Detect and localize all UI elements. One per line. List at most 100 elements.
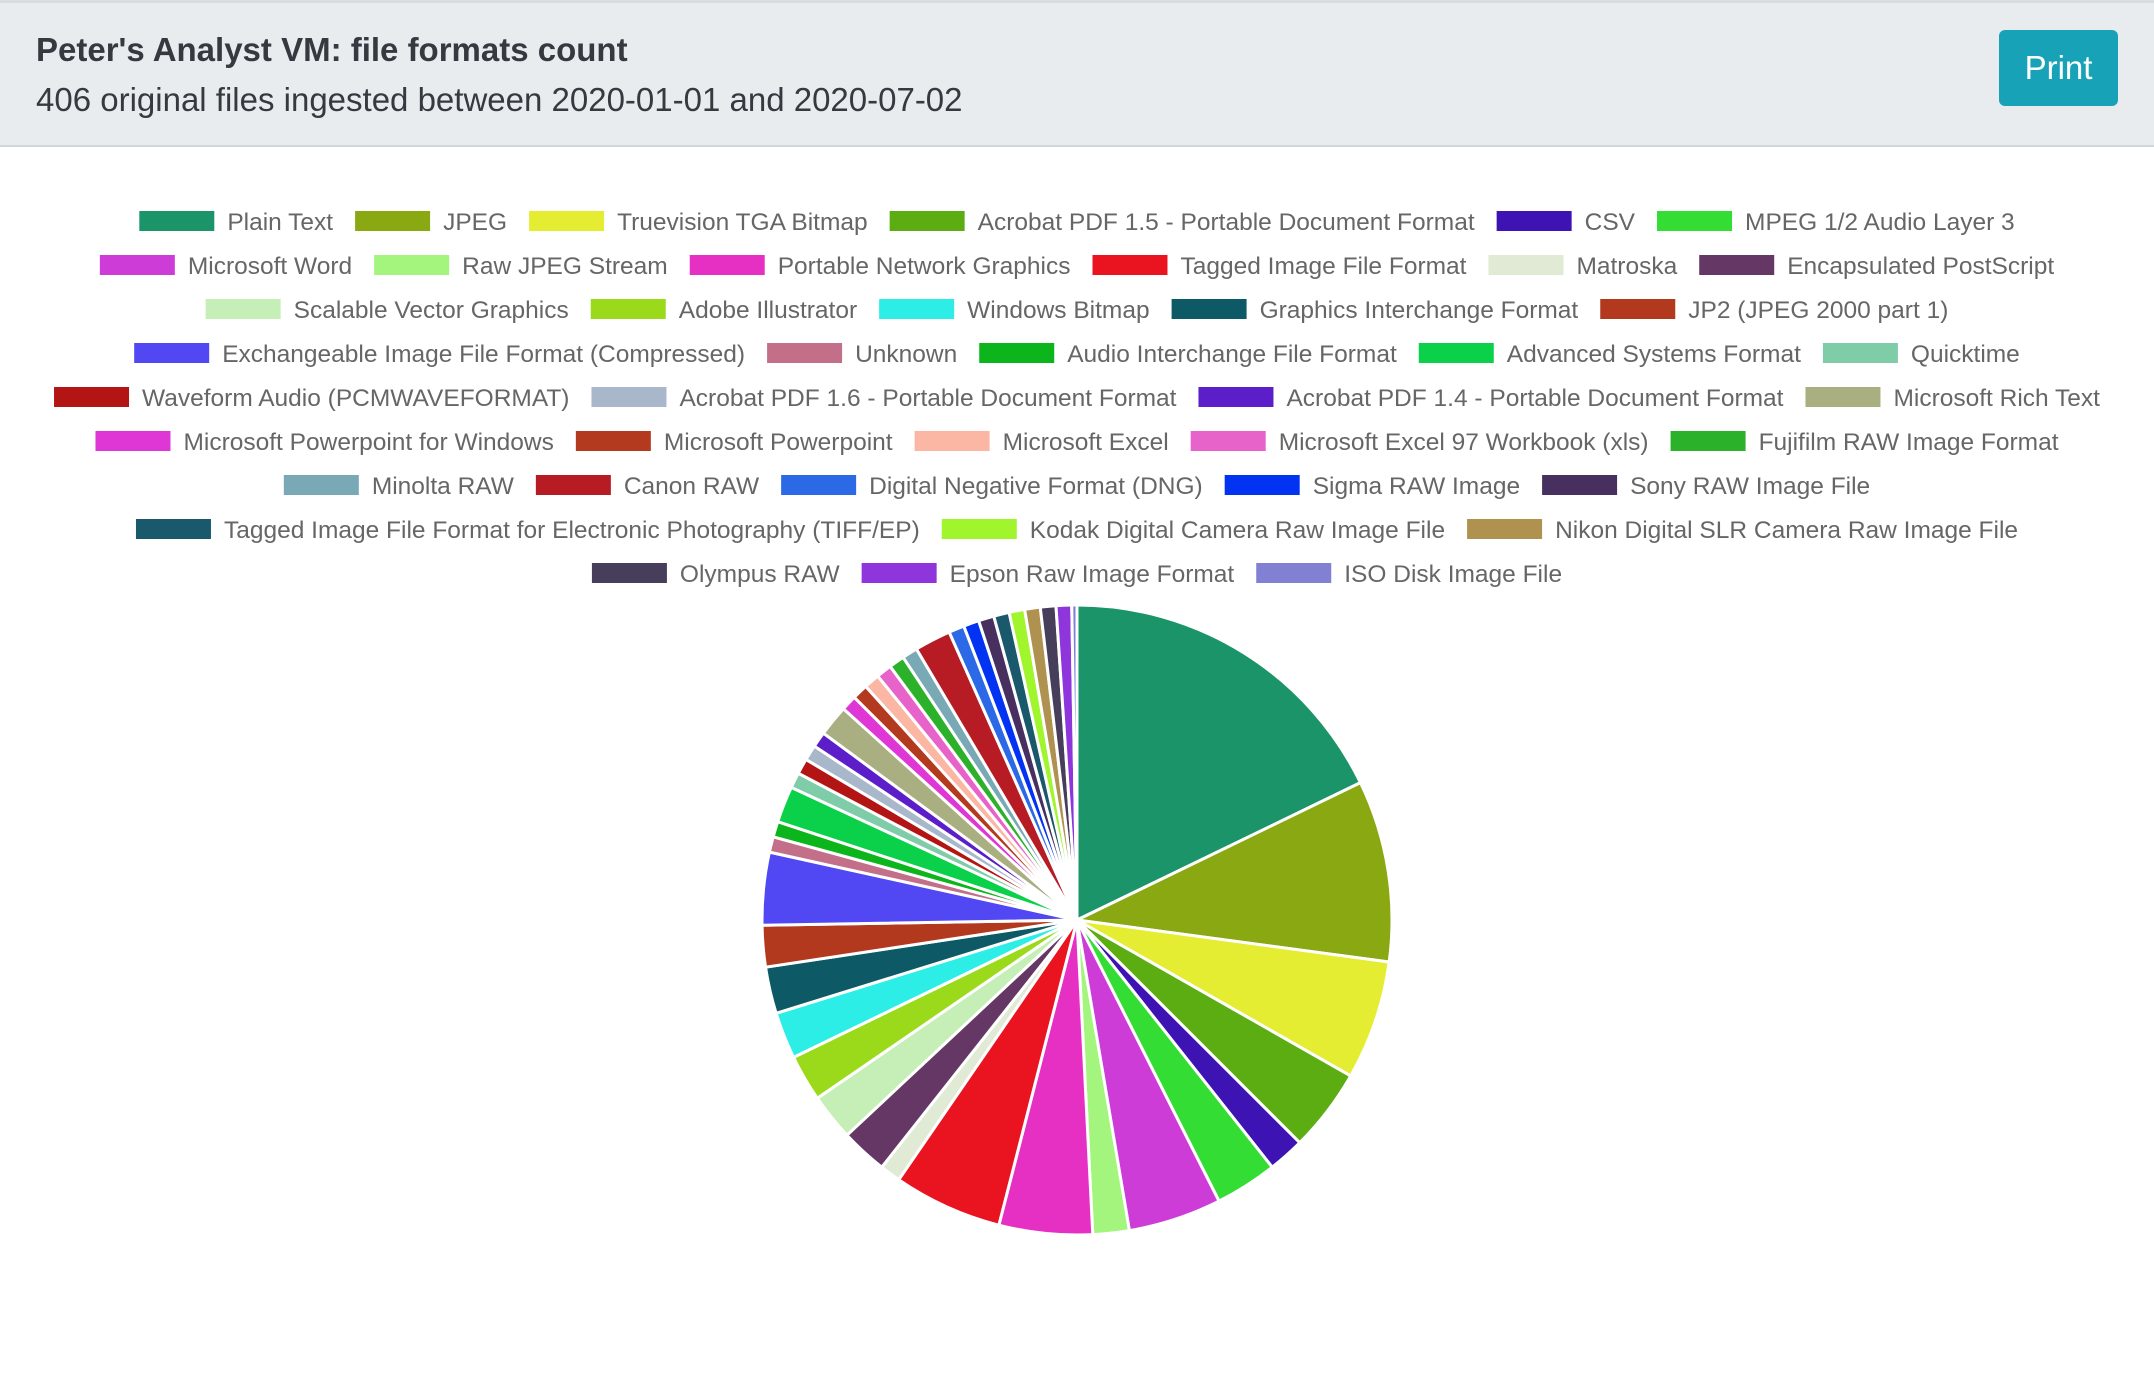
legend-item[interactable]: JP2 (JPEG 2000 part 1) bbox=[1600, 297, 1948, 324]
legend-swatch bbox=[1418, 343, 1494, 363]
legend-label: Acrobat PDF 1.5 - Portable Document Form… bbox=[978, 209, 1475, 236]
legend-item[interactable]: Minolta RAW bbox=[283, 473, 515, 500]
legend-swatch bbox=[689, 255, 765, 275]
legend-item[interactable]: Microsoft Powerpoint bbox=[575, 429, 893, 456]
legend-label: Unknown bbox=[855, 341, 957, 368]
legend-swatch bbox=[374, 255, 450, 275]
legend-label: Microsoft Powerpoint for Windows bbox=[183, 429, 553, 456]
legend-item[interactable]: Audio Interchange File Format bbox=[979, 341, 1397, 368]
legend-item[interactable]: Microsoft Rich Text bbox=[1805, 385, 2100, 412]
legend-item[interactable]: Microsoft Excel bbox=[914, 429, 1169, 456]
legend-swatch bbox=[535, 475, 611, 495]
legend-label: Microsoft Powerpoint bbox=[664, 429, 893, 456]
legend-item[interactable]: Acrobat PDF 1.5 - Portable Document Form… bbox=[889, 209, 1475, 236]
legend-item[interactable]: Matroska bbox=[1488, 253, 1678, 280]
legend-item[interactable]: Adobe Illustrator bbox=[590, 297, 857, 324]
legend-swatch bbox=[1171, 299, 1247, 319]
legend-item[interactable]: Unknown bbox=[767, 341, 957, 368]
legend-swatch bbox=[1600, 299, 1676, 319]
legend-label: Scalable Vector Graphics bbox=[294, 297, 569, 324]
legend-label: Encapsulated PostScript bbox=[1787, 253, 2054, 280]
pie-slice-plain-text[interactable] bbox=[1075, 603, 1363, 923]
legend-item[interactable]: Sony RAW Image File bbox=[1542, 473, 1870, 500]
pie-slice-truevision-tga-bitmap[interactable] bbox=[1076, 918, 1391, 1079]
legend-label: Truevision TGA Bitmap bbox=[617, 209, 868, 236]
page-subtitle: 406 original files ingested between 2020… bbox=[36, 81, 963, 118]
pie bbox=[760, 603, 1394, 1237]
file-formats-pie-chart: Plain Text JPEG Truevision TGA Bitmap Acrob… bbox=[54, 209, 2100, 1237]
legend-item[interactable]: Truevision TGA Bitmap bbox=[529, 209, 868, 236]
pie-slice-jpeg[interactable] bbox=[1071, 780, 1394, 964]
legend-swatch bbox=[134, 343, 210, 363]
legend-label: Quicktime bbox=[1911, 341, 2020, 368]
legend-item[interactable]: Microsoft Powerpoint for Windows bbox=[95, 429, 554, 456]
legend-item[interactable]: Tagged Image File Format for Electronic … bbox=[135, 517, 920, 544]
legend-swatch bbox=[1224, 475, 1300, 495]
legend-label: Audio Interchange File Format bbox=[1067, 341, 1397, 368]
legend-item[interactable]: Microsoft Excel 97 Workbook (xls) bbox=[1190, 429, 1649, 456]
legend-item[interactable]: MPEG 1/2 Audio Layer 3 bbox=[1657, 209, 2015, 236]
legend-item[interactable]: Waveform Audio (PCMWAVEFORMAT) bbox=[54, 385, 569, 412]
legend-swatch bbox=[861, 563, 937, 583]
legend-item[interactable]: Sigma RAW Image bbox=[1224, 473, 1520, 500]
pie-slice-iso-disk-image-file[interactable] bbox=[1070, 603, 1079, 921]
legend-item[interactable]: Acrobat PDF 1.6 - Portable Document Form… bbox=[591, 385, 1177, 412]
legend-item[interactable]: Scalable Vector Graphics bbox=[205, 297, 569, 324]
legend-label: Fujifilm RAW Image Format bbox=[1759, 429, 2059, 456]
legend-item[interactable]: Portable Network Graphics bbox=[689, 253, 1071, 280]
legend-item[interactable]: Kodak Digital Camera Raw Image File bbox=[941, 517, 1445, 544]
legend-swatch bbox=[1822, 343, 1898, 363]
legend-item[interactable]: Acrobat PDF 1.4 - Portable Document Form… bbox=[1198, 385, 1784, 412]
legend-label: Nikon Digital SLR Camera Raw Image File bbox=[1555, 517, 2018, 544]
legend-swatch bbox=[767, 343, 843, 363]
legend-label: Adobe Illustrator bbox=[679, 297, 857, 324]
legend-label: Minolta RAW bbox=[372, 473, 515, 500]
legend-item[interactable]: Plain Text bbox=[139, 209, 333, 236]
legend-label: Sony RAW Image File bbox=[1630, 473, 1870, 500]
legend-label: Acrobat PDF 1.4 - Portable Document Form… bbox=[1286, 385, 1783, 412]
legend-item[interactable]: Graphics Interchange Format bbox=[1171, 297, 1579, 324]
legend-swatch bbox=[205, 299, 281, 319]
legend-item[interactable]: Tagged Image File Format bbox=[1092, 253, 1467, 280]
legend-item[interactable]: Windows Bitmap bbox=[879, 297, 1150, 324]
legend-item[interactable]: ISO Disk Image File bbox=[1256, 561, 1562, 588]
legend-label: Portable Network Graphics bbox=[778, 253, 1071, 280]
legend-label: Tagged Image File Format for Electronic … bbox=[224, 517, 920, 544]
legend-label: Graphics Interchange Format bbox=[1260, 297, 1579, 324]
legend-label: Sigma RAW Image bbox=[1313, 473, 1520, 500]
legend-label: Waveform Audio (PCMWAVEFORMAT) bbox=[142, 385, 569, 412]
legend-label: Exchangeable Image File Format (Compress… bbox=[222, 341, 745, 368]
legend-swatch bbox=[1190, 431, 1266, 451]
legend-swatch bbox=[99, 255, 175, 275]
legend-item[interactable]: Olympus RAW bbox=[591, 561, 841, 588]
legend-swatch bbox=[1542, 475, 1618, 495]
legend-item[interactable]: CSV bbox=[1496, 209, 1636, 236]
legend-item[interactable]: Epson Raw Image Format bbox=[861, 561, 1235, 588]
legend-swatch bbox=[54, 387, 130, 407]
legend-item[interactable]: Digital Negative Format (DNG) bbox=[781, 473, 1203, 500]
legend-swatch bbox=[1256, 563, 1332, 583]
legend-item[interactable]: Advanced Systems Format bbox=[1418, 341, 1801, 368]
legend-swatch bbox=[529, 211, 605, 231]
legend-item[interactable]: Exchangeable Image File Format (Compress… bbox=[134, 341, 745, 368]
legend-swatch bbox=[1805, 387, 1881, 407]
legend-label: Advanced Systems Format bbox=[1507, 341, 1801, 368]
legend-item[interactable]: Quicktime bbox=[1822, 341, 2020, 368]
legend-label: Kodak Digital Camera Raw Image File bbox=[1030, 517, 1445, 544]
legend-label: Microsoft Word bbox=[188, 253, 352, 280]
report-header: Peter's Analyst VM: file formats count 4… bbox=[0, 0, 2154, 147]
legend-item[interactable]: Fujifilm RAW Image Format bbox=[1670, 429, 2059, 456]
legend-item[interactable]: Encapsulated PostScript bbox=[1699, 253, 2054, 280]
legend-item[interactable]: Raw JPEG Stream bbox=[374, 253, 668, 280]
legend-label: Microsoft Rich Text bbox=[1893, 385, 2100, 412]
legend-item[interactable]: Canon RAW bbox=[535, 473, 760, 500]
print-button[interactable]: Print bbox=[1999, 30, 2118, 106]
legend-swatch bbox=[590, 299, 666, 319]
legend-label: JPEG bbox=[443, 209, 507, 236]
legend-swatch bbox=[879, 299, 955, 319]
legend-item[interactable]: Microsoft Word bbox=[99, 253, 352, 280]
legend-item[interactable]: JPEG bbox=[355, 209, 507, 236]
legend-item[interactable]: Nikon Digital SLR Camera Raw Image File bbox=[1467, 517, 2018, 544]
legend-swatch bbox=[1467, 519, 1543, 539]
legend-label: Epson Raw Image Format bbox=[950, 561, 1235, 588]
